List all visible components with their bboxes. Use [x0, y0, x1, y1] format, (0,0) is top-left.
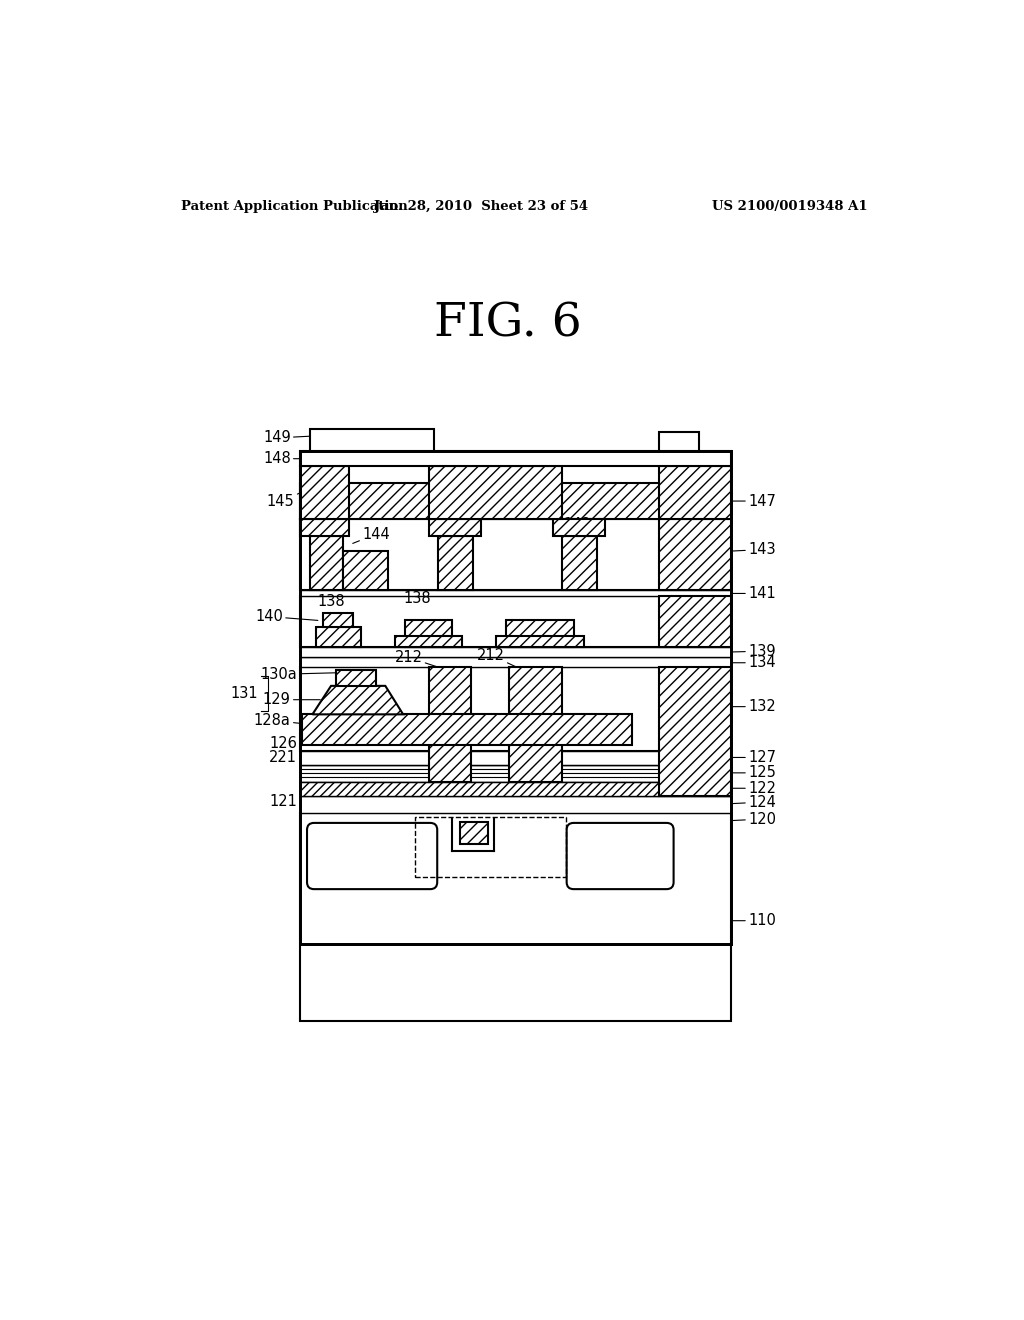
Text: 130a: 130a [260, 667, 337, 682]
Bar [336, 671, 376, 686]
Text: 140: 140 [255, 609, 317, 624]
Bar [658, 667, 731, 796]
Text: 131: 131 [230, 686, 258, 701]
Text: 132: 132 [731, 700, 776, 714]
Text: 110: 110 [731, 913, 776, 928]
Bar [300, 519, 731, 590]
Bar [460, 822, 487, 843]
Text: 142: 142 [438, 516, 466, 532]
Bar [310, 536, 343, 590]
Text: 139: 139 [731, 644, 775, 659]
Text: Jan. 28, 2010  Sheet 23 of 54: Jan. 28, 2010 Sheet 23 of 54 [374, 199, 588, 213]
Bar [300, 595, 731, 647]
Text: FIG. 6: FIG. 6 [434, 301, 582, 347]
Text: 221: 221 [269, 750, 297, 766]
Bar [506, 620, 574, 647]
Text: 145: 145 [267, 491, 305, 508]
Bar [300, 451, 731, 944]
Bar [300, 466, 349, 519]
Polygon shape [312, 686, 403, 714]
Bar [300, 647, 731, 657]
Text: 149: 149 [263, 430, 322, 445]
Bar [310, 429, 434, 451]
Text: 127: 127 [731, 750, 776, 766]
Text: 142: 142 [563, 516, 592, 532]
Bar [300, 766, 731, 781]
Bar [302, 714, 632, 744]
Text: 212: 212 [476, 648, 515, 667]
Text: 138: 138 [403, 591, 431, 606]
FancyBboxPatch shape [566, 822, 674, 890]
Bar [658, 466, 731, 519]
Bar [300, 796, 731, 813]
Bar [300, 519, 349, 536]
Bar [406, 620, 452, 647]
Text: 143: 143 [731, 543, 775, 557]
Text: 138: 138 [317, 594, 345, 609]
Bar [553, 519, 605, 536]
Bar [300, 451, 731, 466]
Bar [429, 519, 481, 536]
Bar [315, 627, 360, 647]
Bar [343, 552, 388, 590]
Text: 212: 212 [394, 649, 436, 667]
Text: 121: 121 [269, 793, 297, 809]
Text: 148: 148 [263, 451, 314, 466]
Bar [415, 817, 566, 876]
Text: Patent Application Publication: Patent Application Publication [180, 199, 408, 213]
FancyBboxPatch shape [307, 822, 437, 890]
Bar [300, 813, 731, 1020]
Bar [300, 590, 731, 595]
Bar [429, 466, 562, 519]
Bar [658, 432, 699, 451]
Text: 141: 141 [731, 586, 776, 601]
Bar [395, 636, 462, 647]
Bar [658, 519, 731, 590]
Text: 126: 126 [269, 737, 297, 751]
Bar [300, 667, 731, 751]
Bar [562, 536, 597, 590]
Text: 147: 147 [731, 494, 776, 508]
Bar [658, 595, 731, 647]
Bar [438, 536, 473, 590]
Bar [300, 751, 731, 766]
Bar [324, 612, 352, 627]
Text: 134: 134 [731, 655, 775, 671]
Text: 122: 122 [731, 780, 776, 796]
Text: 144: 144 [352, 527, 390, 544]
Text: 125: 125 [731, 766, 776, 780]
Text: US 2100/0019348 A1: US 2100/0019348 A1 [713, 199, 868, 213]
Text: 129: 129 [263, 692, 321, 708]
Bar [300, 483, 731, 519]
Bar [496, 636, 585, 647]
Bar [509, 667, 562, 781]
Bar [300, 657, 731, 667]
Bar [429, 667, 471, 781]
Text: 128a: 128a [254, 713, 310, 729]
Text: 120: 120 [731, 812, 776, 826]
Text: 142: 142 [305, 519, 333, 535]
Text: 124: 124 [731, 795, 776, 809]
Bar [300, 781, 731, 796]
Text: 146: 146 [494, 451, 521, 480]
